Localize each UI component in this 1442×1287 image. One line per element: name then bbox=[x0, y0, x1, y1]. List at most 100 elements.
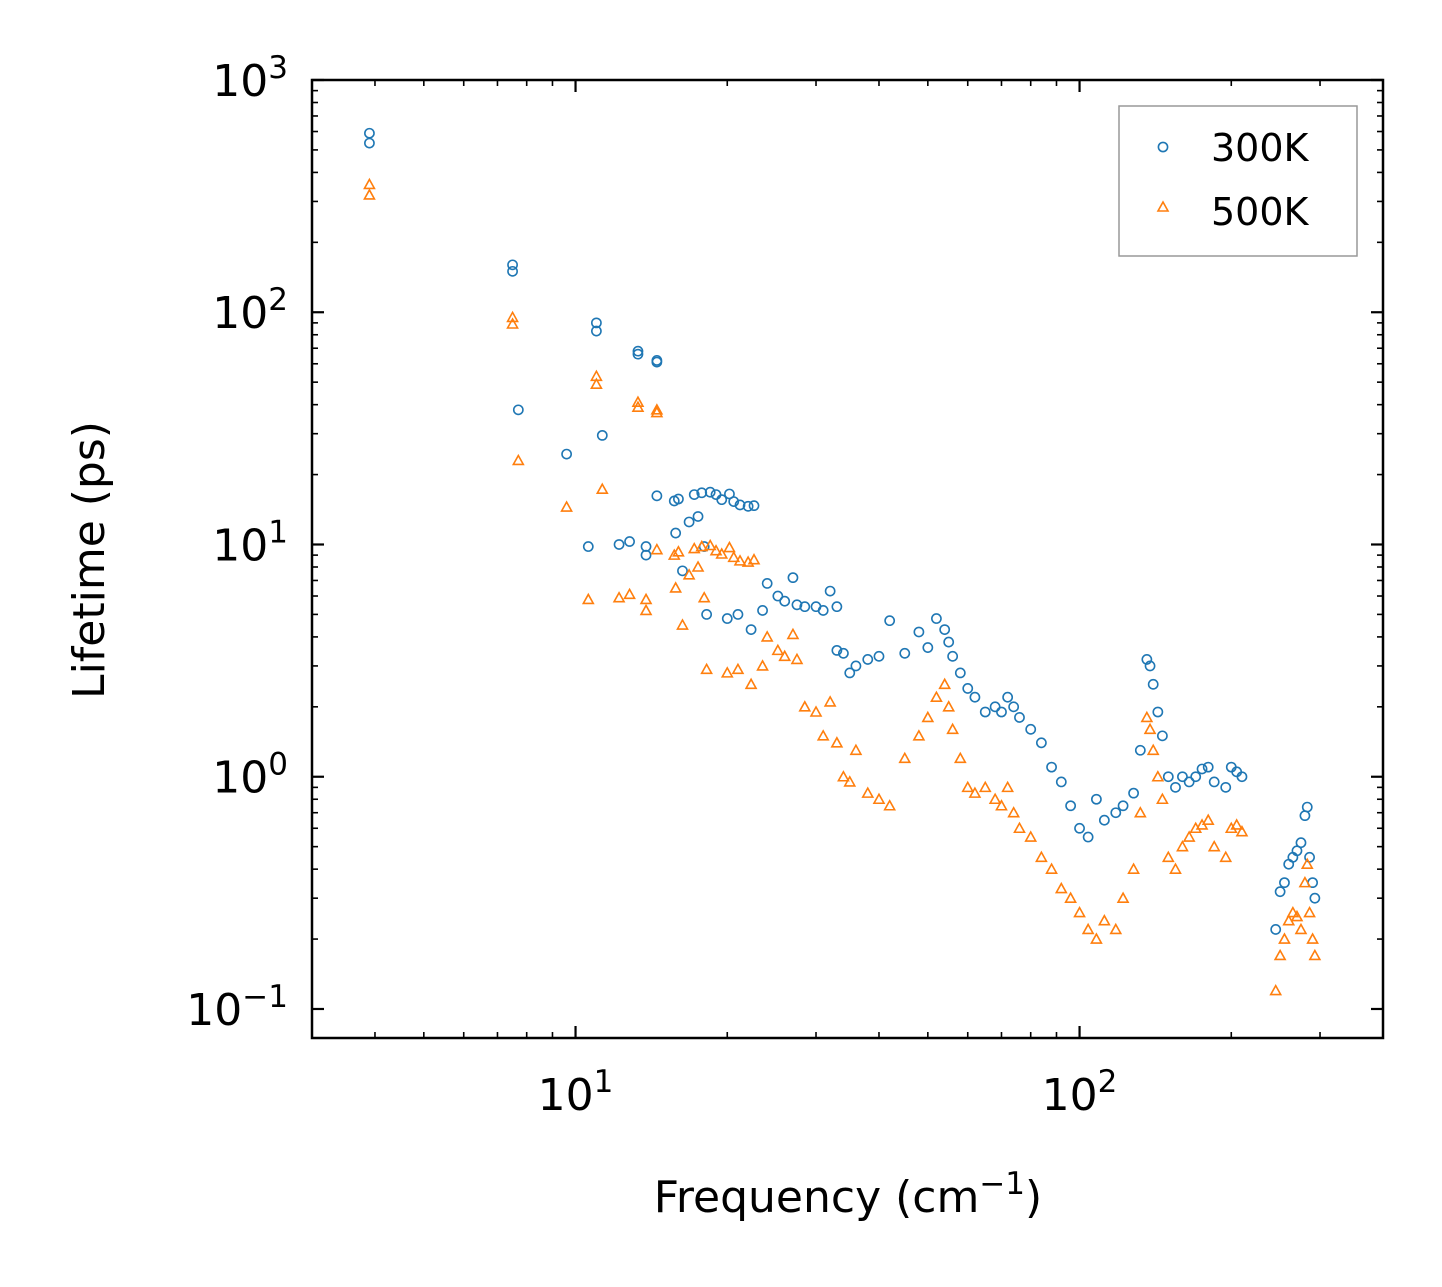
point-500k bbox=[790, 652, 804, 665]
point-500k bbox=[995, 799, 1008, 811]
point-500k bbox=[700, 662, 713, 675]
point-500k bbox=[733, 554, 747, 566]
tick-labels: 101 102 10−1 100 101 102 103 bbox=[186, 50, 1117, 1121]
point-500k bbox=[898, 751, 912, 764]
point-500k bbox=[1269, 983, 1283, 996]
point-300k bbox=[507, 259, 518, 271]
point-500k bbox=[938, 677, 952, 690]
point-300k bbox=[791, 599, 803, 611]
point-300k bbox=[613, 539, 625, 550]
point-300k bbox=[899, 647, 911, 659]
point-500k bbox=[778, 649, 792, 662]
point-300k bbox=[624, 536, 635, 547]
point-300k bbox=[772, 590, 784, 602]
point-300k bbox=[701, 609, 713, 620]
point-500k bbox=[1156, 792, 1169, 805]
point-500k bbox=[1300, 857, 1314, 870]
point-300k bbox=[673, 493, 684, 505]
point-500k bbox=[883, 799, 897, 811]
point-500k bbox=[1207, 840, 1221, 852]
y-tick-label: 103 bbox=[212, 50, 288, 107]
point-500k bbox=[676, 618, 689, 630]
legend-box bbox=[1118, 105, 1358, 257]
point-300k bbox=[1098, 814, 1110, 826]
point-300k bbox=[1301, 801, 1313, 813]
point-500k bbox=[1073, 905, 1086, 918]
point-300k bbox=[1117, 800, 1129, 812]
point-300k bbox=[862, 654, 874, 665]
point-500k bbox=[650, 405, 664, 418]
point-500k bbox=[1298, 875, 1312, 888]
point-500k bbox=[930, 690, 943, 703]
y-tick-label: 10−1 bbox=[186, 979, 288, 1036]
point-500k bbox=[1081, 922, 1095, 935]
point-500k bbox=[560, 500, 573, 512]
point-500k bbox=[1116, 891, 1130, 903]
point-300k bbox=[779, 595, 791, 607]
legend-label-500k: 500K bbox=[1211, 190, 1310, 234]
point-300k bbox=[591, 317, 602, 329]
point-500k bbox=[1303, 905, 1316, 918]
point-500k bbox=[595, 482, 609, 495]
point-500k bbox=[1013, 821, 1026, 834]
point-300k bbox=[1035, 737, 1047, 749]
series-300k bbox=[364, 127, 1321, 935]
point-300k bbox=[1002, 691, 1014, 703]
point-300k bbox=[838, 647, 849, 659]
point-500k bbox=[1273, 948, 1287, 961]
point-500k bbox=[623, 587, 636, 600]
point-500k bbox=[695, 539, 709, 552]
point-300k bbox=[1220, 781, 1232, 793]
point-500k bbox=[843, 775, 857, 787]
point-500k bbox=[1219, 850, 1233, 863]
point-300k bbox=[1208, 776, 1220, 788]
point-500k bbox=[1224, 821, 1238, 834]
point-300k bbox=[831, 601, 843, 613]
point-500k bbox=[631, 400, 645, 413]
point-500k bbox=[1235, 825, 1249, 837]
point-300k bbox=[1065, 800, 1077, 812]
point-300k bbox=[1147, 678, 1159, 690]
point-300k bbox=[1055, 776, 1067, 788]
point-500k bbox=[942, 700, 956, 712]
point-300k bbox=[704, 486, 716, 498]
point-300k bbox=[943, 636, 955, 648]
plot-frame bbox=[310, 78, 1385, 1040]
point-500k bbox=[1140, 710, 1154, 723]
point-500k bbox=[511, 453, 525, 466]
point-500k bbox=[872, 792, 886, 805]
point-500k bbox=[1176, 840, 1189, 852]
point-500k bbox=[968, 786, 982, 798]
point-300k bbox=[596, 429, 608, 441]
point-500k bbox=[1054, 881, 1068, 894]
point-300k bbox=[873, 650, 885, 662]
point-500k bbox=[720, 666, 734, 678]
point-500k bbox=[756, 659, 769, 671]
point-500k bbox=[1035, 850, 1048, 863]
point-500k bbox=[723, 540, 736, 553]
point-500k bbox=[988, 792, 1002, 805]
x-tick-label: 102 bbox=[1042, 1064, 1118, 1121]
point-500k bbox=[1064, 891, 1077, 903]
point-300k bbox=[677, 565, 688, 577]
legend-marker-300k bbox=[1157, 141, 1169, 153]
point-500k bbox=[1143, 722, 1157, 735]
point-300k bbox=[1141, 654, 1153, 665]
point-300k bbox=[1008, 701, 1020, 713]
point-300k bbox=[947, 650, 959, 662]
point-300k bbox=[1152, 706, 1164, 718]
point-500k bbox=[760, 630, 774, 642]
x-tick-label: 101 bbox=[538, 1064, 614, 1121]
point-300k bbox=[1170, 781, 1181, 793]
point-300k bbox=[1014, 712, 1025, 723]
point-300k bbox=[710, 489, 722, 500]
point-500k bbox=[1151, 770, 1165, 782]
point-300k bbox=[1110, 807, 1122, 819]
point-500k bbox=[715, 547, 729, 559]
point-500k bbox=[639, 592, 653, 605]
point-500k bbox=[581, 592, 595, 605]
point-300k bbox=[922, 642, 934, 653]
point-500k bbox=[809, 705, 823, 717]
point-300k bbox=[651, 490, 663, 502]
point-300k bbox=[757, 605, 768, 616]
